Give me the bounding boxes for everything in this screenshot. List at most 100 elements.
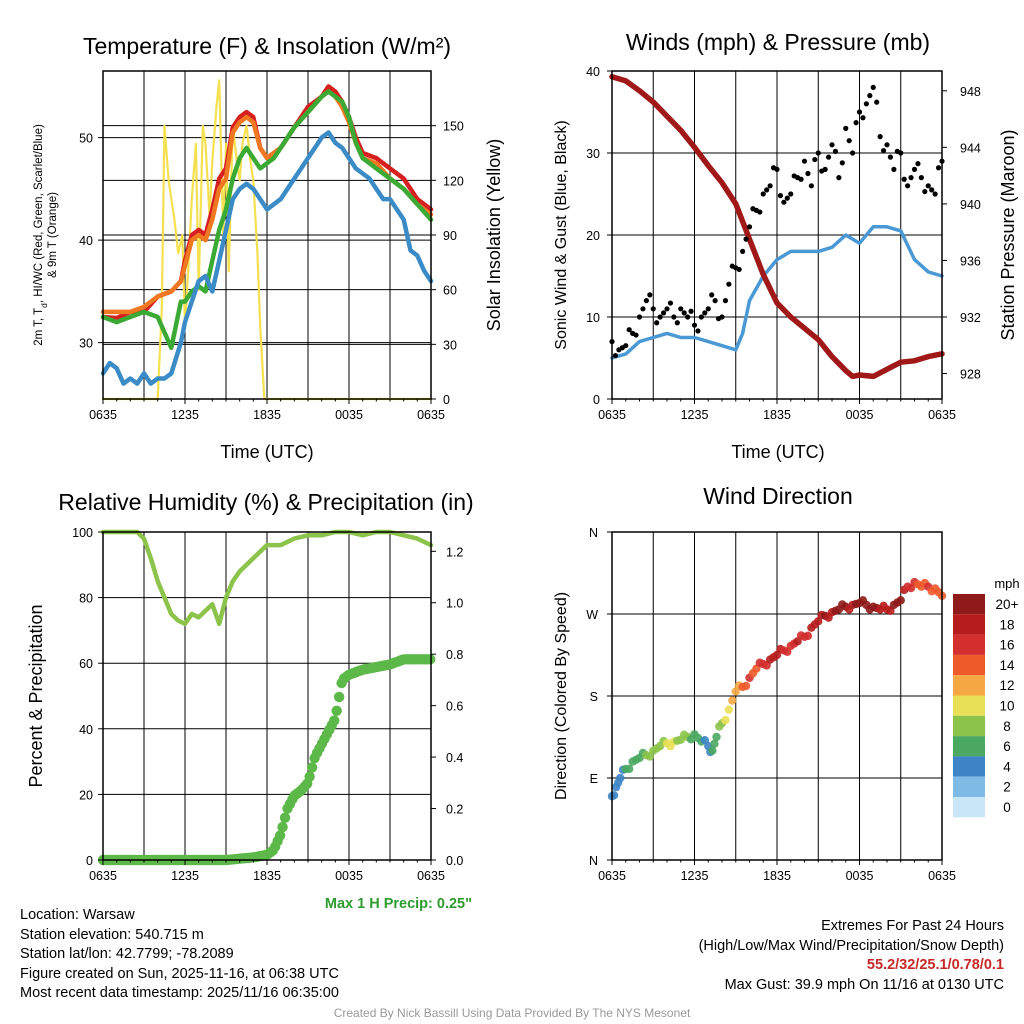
x-axis-label: Time (UTC) (731, 442, 824, 462)
gust-point (664, 306, 670, 312)
y2-tick-label: 90 (443, 229, 457, 243)
gust-point (671, 314, 677, 320)
y-tick-label: 80 (79, 592, 93, 606)
direction-point (724, 705, 734, 714)
x-tick-label: 0035 (335, 869, 363, 883)
gust-point (667, 300, 674, 306)
gust-point (877, 134, 883, 140)
y2-tick-label: 928 (960, 368, 981, 382)
y2-tick-label: 0.6 (446, 700, 463, 714)
y2-axis-label-group: Solar Insolation (Yellow) (484, 139, 504, 331)
x-tick-label: 1235 (171, 869, 199, 883)
gust-point (777, 193, 784, 199)
precip-point (274, 830, 286, 841)
y-tick-label: 20 (79, 788, 93, 802)
gust-point (870, 84, 876, 90)
y-axis-label: 2m T, Td, HI/WC (Red, Green, Scarlet/Blu… (33, 124, 59, 346)
gust-point (746, 224, 753, 230)
gust-point (657, 314, 663, 320)
label-part: , HI/WC (Red, Green, Scarlet/Blue) (33, 124, 45, 303)
gust-point (781, 199, 787, 205)
gust-point (626, 327, 632, 333)
gust-point (905, 183, 911, 189)
gust-point (935, 165, 942, 171)
gust-point (918, 175, 924, 181)
y-tick-label: W (586, 608, 598, 622)
extremes-subtitle: (High/Low/Max Wind/Precipitation/Snow De… (698, 937, 1004, 954)
x-tick-label: 0035 (846, 869, 874, 883)
gust-point (764, 187, 770, 193)
x-tick-label: 0635 (928, 408, 956, 422)
y2-tick-label: 60 (443, 284, 457, 298)
y2-tick-label: 0.2 (446, 803, 463, 817)
y-tick-label: 40 (79, 234, 93, 248)
x-tick-label: 0635 (417, 408, 445, 422)
y2-tick-label: 0.8 (446, 648, 463, 662)
y-axis-label-line2: & 9m T (Orange) (47, 192, 59, 278)
colorbar-swatch (953, 675, 985, 696)
y-axis-label: Sonic Wind & Gust (Blue, Black) (553, 120, 570, 349)
gust-point (760, 191, 766, 197)
y2-tick-label: 0.0 (446, 854, 463, 868)
colorbar-label: 12 (999, 678, 1014, 693)
humidity-line (100, 529, 434, 627)
station-info: Location: Warsaw Station elevation: 540.… (20, 906, 339, 1004)
y2-tick-label: 932 (960, 311, 981, 325)
x-tick-label: 1235 (681, 869, 709, 883)
direction-point (708, 746, 717, 755)
series-line-hi-wc (100, 130, 434, 386)
gust-point (712, 298, 718, 304)
direction-point (624, 764, 634, 774)
gust-point (643, 298, 649, 304)
gust-point (874, 99, 880, 105)
gust-point (898, 150, 904, 156)
gust-point (654, 320, 660, 326)
created-text: Figure created on Sun, 2025-11-16, at 06… (20, 965, 339, 982)
label-part: 2m T, T (33, 308, 45, 346)
y2-tick-label: 948 (960, 85, 981, 99)
gust-point (705, 306, 711, 312)
x-tick-label: 1835 (763, 408, 791, 422)
colorbar-swatch (953, 776, 985, 797)
gust-point (867, 93, 873, 99)
y-tick-label: N (589, 526, 598, 540)
y2-tick-label: 30 (443, 338, 457, 352)
x-tick-label: 0635 (928, 869, 956, 883)
y-axis-label-line1: 2m T, Td, HI/WC (Red, Green, Scarlet/Blu… (33, 124, 49, 346)
y2-tick-label: 936 (960, 254, 981, 268)
y-tick-label: S (590, 690, 598, 704)
direction-point (616, 773, 625, 783)
label-subscript: d (39, 303, 49, 308)
max-precip-label: Max 1 H Precip: 0.25" (324, 896, 472, 912)
x-tick-label: 0035 (846, 408, 874, 422)
extremes-title: Extremes For Past 24 Hours (821, 918, 1004, 934)
gust-point (757, 209, 763, 215)
series-line-td (100, 89, 434, 351)
y-tick-label: 60 (79, 657, 93, 671)
gust-point (767, 183, 773, 189)
chart-title: Temperature (F) & Insolation (W/m²) (83, 33, 451, 59)
panel-humidity: 0635 1235 1835 0035 06350204060801000.00.20.… (26, 489, 474, 883)
gust-point (623, 343, 629, 349)
y-tick-label: 30 (79, 337, 93, 351)
gust-point (674, 320, 680, 326)
colorbar-swatch (953, 695, 985, 716)
y2-tick-label: 0.4 (446, 751, 463, 765)
colorbar-label: 8 (1003, 719, 1011, 734)
y-tick-label: N (589, 854, 598, 868)
precip-point (329, 715, 340, 726)
x-tick-label: 0635 (89, 408, 117, 422)
colorbar-label: 10 (999, 699, 1014, 714)
direction-point (728, 696, 737, 705)
y-tick-label: 10 (586, 311, 600, 325)
direction-point (721, 715, 730, 725)
y2-tick-label: 1.2 (446, 545, 463, 559)
gust-point (612, 352, 619, 359)
location-text: Location: Warsaw (20, 907, 135, 923)
y-tick-label: 100 (72, 526, 93, 540)
y2-tick-label: 120 (443, 174, 464, 188)
colorbar-label: 0 (1003, 800, 1011, 815)
direction-point (741, 681, 751, 691)
gust-point (908, 175, 914, 181)
